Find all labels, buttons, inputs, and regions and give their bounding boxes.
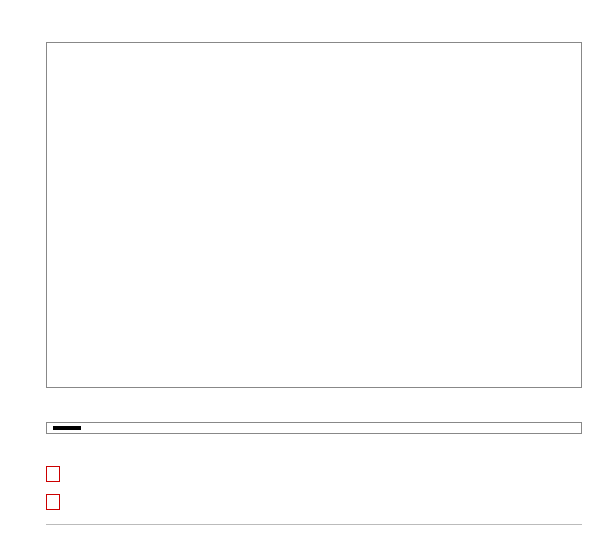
legend-item-hpi <box>53 428 575 430</box>
legend-box <box>46 422 582 434</box>
title-block <box>0 0 600 8</box>
sale-marker-2 <box>46 494 60 510</box>
chart-container <box>0 0 600 560</box>
chart-plot-area <box>46 42 582 388</box>
sale-row-1 <box>46 466 582 482</box>
legend-swatch-hpi <box>53 428 81 430</box>
footer-attribution <box>46 524 582 529</box>
sale-marker-1 <box>46 466 60 482</box>
sale-row-2 <box>46 494 582 510</box>
chart-svg <box>47 43 581 387</box>
